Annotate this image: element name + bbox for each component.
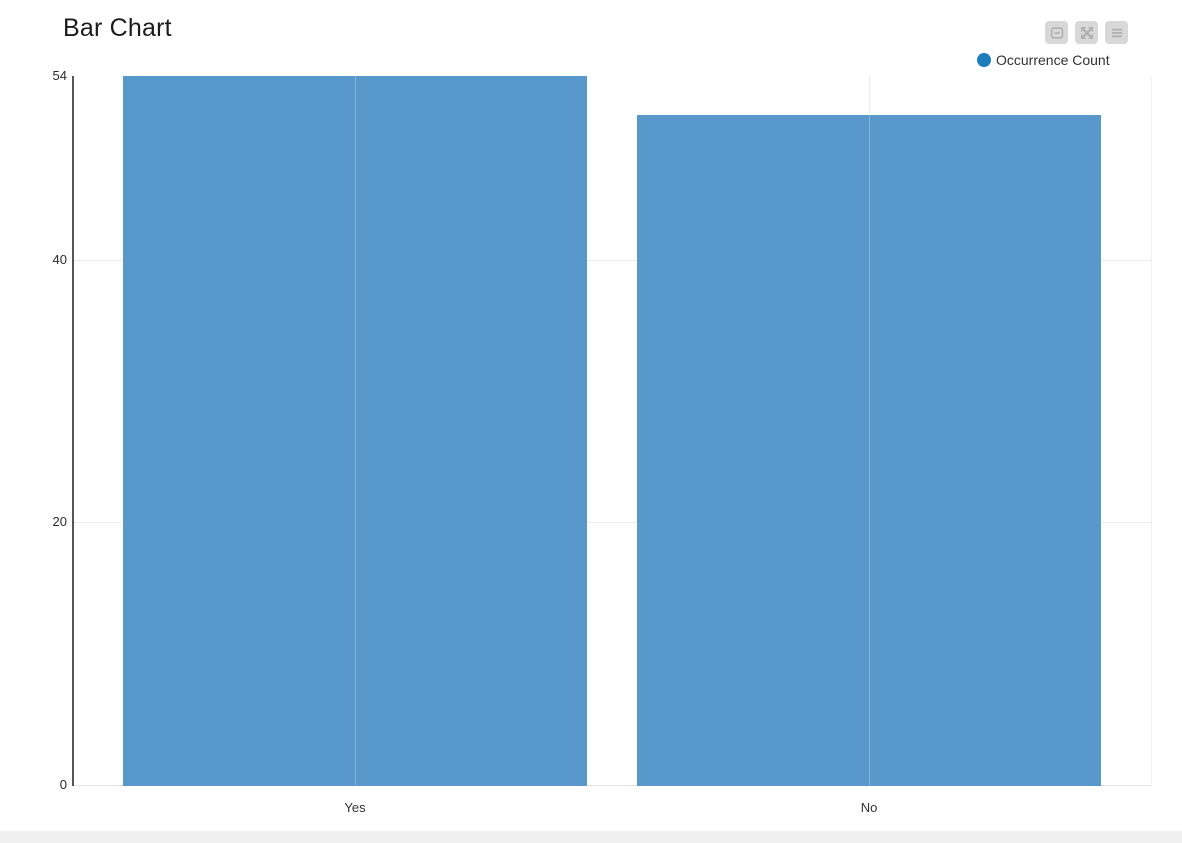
square-minus-icon <box>1049 25 1065 41</box>
gridline-right <box>1151 76 1152 785</box>
expand-arrows-icon <box>1079 25 1095 41</box>
bar-center-seam <box>869 115 870 785</box>
horizontal-scrollbar-track[interactable] <box>0 831 1182 843</box>
gridline-x-no <box>869 76 870 115</box>
y-tick-label-54: 54 <box>52 68 67 83</box>
legend-item-occurrence-count[interactable]: Occurrence Count <box>977 52 1110 68</box>
y-axis-line <box>72 76 74 786</box>
expand-button[interactable] <box>1075 21 1098 44</box>
y-tick-label-40: 40 <box>52 252 67 267</box>
chart-toolbar <box>1045 21 1128 44</box>
hamburger-icon <box>1109 25 1125 41</box>
gridline-y-20 <box>74 522 1151 523</box>
x-tick-label-yes: Yes <box>344 800 366 815</box>
x-tick-label-no: No <box>860 800 878 815</box>
zoom-out-button[interactable] <box>1045 21 1068 44</box>
menu-button[interactable] <box>1105 21 1128 44</box>
y-tick-label-20: 20 <box>52 514 67 529</box>
bar-yes[interactable] <box>123 76 587 786</box>
legend-label: Occurrence Count <box>996 52 1110 68</box>
bar-no[interactable] <box>637 115 1101 786</box>
legend-marker-icon <box>977 53 991 67</box>
bar-center-seam <box>355 76 356 785</box>
y-tick-label-0: 0 <box>59 777 67 792</box>
gridline-y-40 <box>74 260 1151 261</box>
x-axis-line <box>73 785 1151 786</box>
page-title: Bar Chart <box>63 14 172 42</box>
